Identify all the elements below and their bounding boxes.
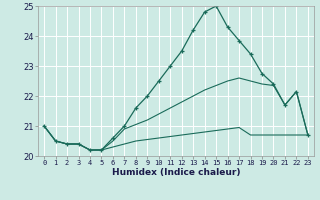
X-axis label: Humidex (Indice chaleur): Humidex (Indice chaleur): [112, 168, 240, 177]
